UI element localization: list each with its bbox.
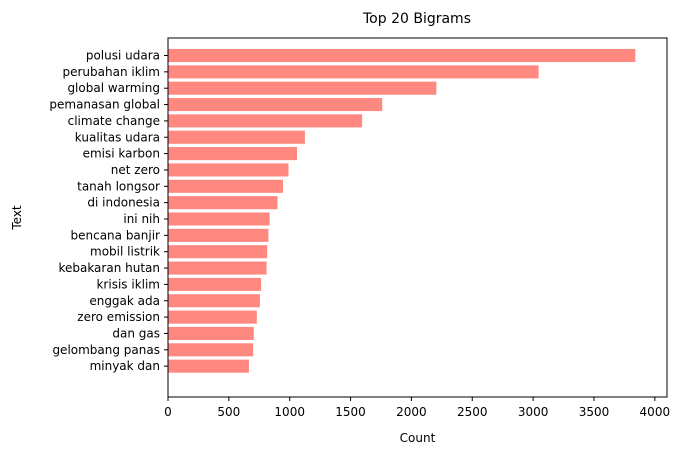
bar-dan-gas — [168, 326, 254, 340]
y-tick-label: pemanasan global — [49, 98, 160, 112]
y-tick-label: minyak dan — [90, 359, 160, 373]
bar-net-zero — [168, 163, 289, 177]
bar-kualitas-udara — [168, 130, 305, 144]
y-tick-label: net zero — [111, 163, 160, 177]
y-tick-label: tanah longsor — [77, 179, 160, 193]
bar-krisis-iklim — [168, 277, 262, 291]
x-tick-label: 4000 — [640, 405, 671, 419]
bar-bencana-banjir — [168, 228, 269, 242]
bar-emisi-karbon — [168, 147, 298, 161]
bar-enggak-ada — [168, 294, 260, 308]
plot-frame — [167, 37, 668, 398]
y-tick-label: polusi udara — [86, 49, 160, 63]
bar-zero-emission — [168, 310, 257, 324]
y-ticks: polusi udara perubahan iklim global warmin… — [49, 49, 168, 373]
chart-title: Top 20 Bigrams — [362, 11, 471, 27]
y-tick-label: ini nih — [123, 212, 160, 226]
y-tick-label: zero emission — [77, 310, 160, 324]
y-tick-label: kualitas udara — [75, 130, 160, 144]
x-tick-label: 0 — [164, 405, 172, 419]
bar-gelombang-panas — [168, 343, 254, 357]
bar-ini-nih — [168, 212, 270, 226]
bars-layer — [168, 48, 636, 373]
y-tick-label: global warming — [67, 81, 160, 95]
y-tick-label: bencana banjir — [70, 228, 160, 242]
x-tick-label: 1000 — [274, 405, 305, 419]
x-tick-label: 2000 — [396, 405, 427, 419]
y-tick-label: gelombang panas — [52, 343, 160, 357]
bar-minyak-dan — [168, 359, 249, 373]
bar-kebakaran-hutan — [168, 261, 267, 275]
bar-mobil-listrik — [168, 245, 268, 259]
y-tick-label: perubahan iklim — [62, 65, 160, 79]
y-tick-label: enggak ada — [89, 294, 160, 308]
y-tick-label: dan gas — [112, 326, 160, 340]
bar-climate-change — [168, 114, 363, 128]
y-tick-label: krisis iklim — [96, 277, 160, 291]
y-axis-label: Text — [10, 205, 24, 231]
x-ticks: 0 500 1000 1500 2000 2500 3000 3500 4000 — [164, 397, 670, 419]
x-tick-label: 500 — [217, 405, 240, 419]
bar-tanah-longsor — [168, 179, 284, 193]
x-axis-label: Count — [400, 431, 436, 445]
y-tick-label: emisi karbon — [83, 147, 160, 161]
bar-di-indonesia — [168, 196, 278, 210]
bar-perubahan-iklim — [168, 65, 539, 79]
y-tick-label: climate change — [68, 114, 160, 128]
y-tick-label: kebakaran hutan — [58, 261, 160, 275]
x-tick-label: 3000 — [518, 405, 549, 419]
x-tick-label: 3500 — [579, 405, 610, 419]
bar-global-warming — [168, 81, 437, 95]
bar-polusi-udara — [168, 48, 636, 63]
x-tick-label: 1500 — [335, 405, 366, 419]
x-tick-label: 2500 — [457, 405, 488, 419]
bar-pemanasan-global — [168, 98, 383, 112]
y-tick-label: mobil listrik — [90, 245, 160, 259]
y-tick-label: di indonesia — [87, 196, 160, 210]
